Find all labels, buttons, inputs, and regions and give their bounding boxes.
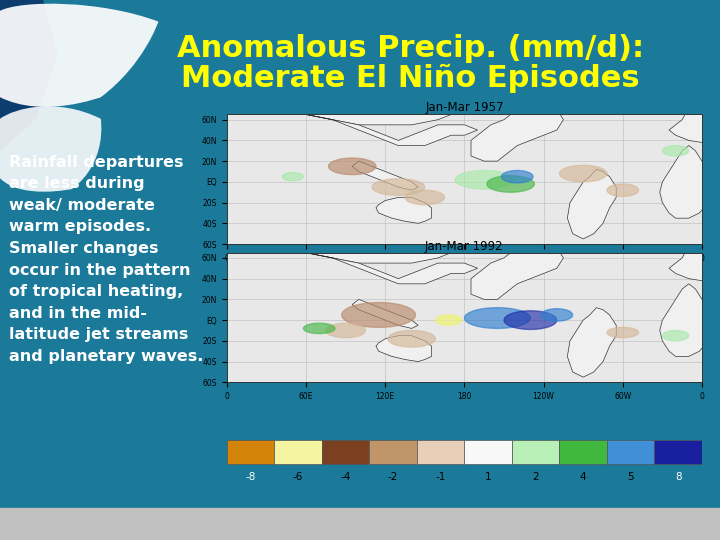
Polygon shape (567, 170, 616, 239)
Text: 1: 1 (485, 472, 492, 483)
Bar (227, 440, 274, 463)
Polygon shape (660, 146, 713, 218)
Polygon shape (253, 104, 702, 125)
Polygon shape (662, 146, 689, 156)
Polygon shape (282, 173, 303, 181)
Polygon shape (662, 330, 689, 341)
Polygon shape (388, 330, 436, 347)
Polygon shape (0, 0, 58, 151)
Text: -8: -8 (246, 472, 256, 483)
Bar (369, 440, 417, 463)
Polygon shape (501, 171, 533, 183)
Text: Anomalous Precip. (mm/d):: Anomalous Precip. (mm/d): (177, 34, 644, 63)
Polygon shape (464, 308, 531, 328)
Polygon shape (328, 158, 376, 174)
Polygon shape (541, 309, 572, 321)
Bar (654, 440, 702, 463)
Polygon shape (567, 308, 616, 377)
Bar (417, 440, 464, 463)
Title: Jan-Mar 1957: Jan-Mar 1957 (425, 102, 504, 114)
Polygon shape (471, 104, 564, 161)
Polygon shape (487, 176, 534, 192)
Polygon shape (279, 247, 477, 284)
Polygon shape (342, 302, 415, 327)
Polygon shape (471, 242, 564, 299)
Text: -2: -2 (388, 472, 398, 483)
Bar (559, 440, 607, 463)
Bar (322, 440, 369, 463)
Polygon shape (660, 284, 713, 356)
Bar (607, 440, 654, 463)
Polygon shape (607, 184, 639, 197)
Polygon shape (352, 299, 418, 328)
Polygon shape (607, 327, 639, 338)
Text: 5: 5 (627, 472, 634, 483)
Polygon shape (376, 198, 431, 224)
Text: 8: 8 (675, 472, 682, 483)
Polygon shape (372, 179, 425, 195)
Polygon shape (303, 323, 335, 334)
Bar (274, 440, 322, 463)
Bar (0, 508, 720, 540)
Title: Jan-Mar 1992: Jan-Mar 1992 (425, 240, 504, 253)
Text: 2: 2 (532, 472, 539, 483)
Polygon shape (405, 190, 445, 205)
Bar (464, 440, 512, 463)
Polygon shape (559, 165, 607, 182)
Polygon shape (253, 242, 702, 263)
PathPatch shape (0, 106, 102, 192)
Text: Rainfall departures
are less during
weak/ moderate
warm episodes.
Smaller change: Rainfall departures are less during weak… (9, 154, 203, 364)
Polygon shape (669, 246, 720, 281)
Polygon shape (279, 109, 477, 146)
Polygon shape (326, 323, 366, 338)
Polygon shape (436, 315, 462, 325)
Bar (512, 440, 559, 463)
PathPatch shape (0, 4, 158, 107)
Polygon shape (455, 171, 513, 189)
Text: -4: -4 (341, 472, 351, 483)
Text: -6: -6 (293, 472, 303, 483)
Polygon shape (669, 107, 720, 143)
Text: 4: 4 (580, 472, 587, 483)
Text: Moderate El Niño Episodes: Moderate El Niño Episodes (181, 64, 639, 93)
Polygon shape (352, 161, 418, 190)
Text: -1: -1 (436, 472, 446, 483)
Polygon shape (504, 311, 557, 329)
Polygon shape (376, 336, 431, 362)
